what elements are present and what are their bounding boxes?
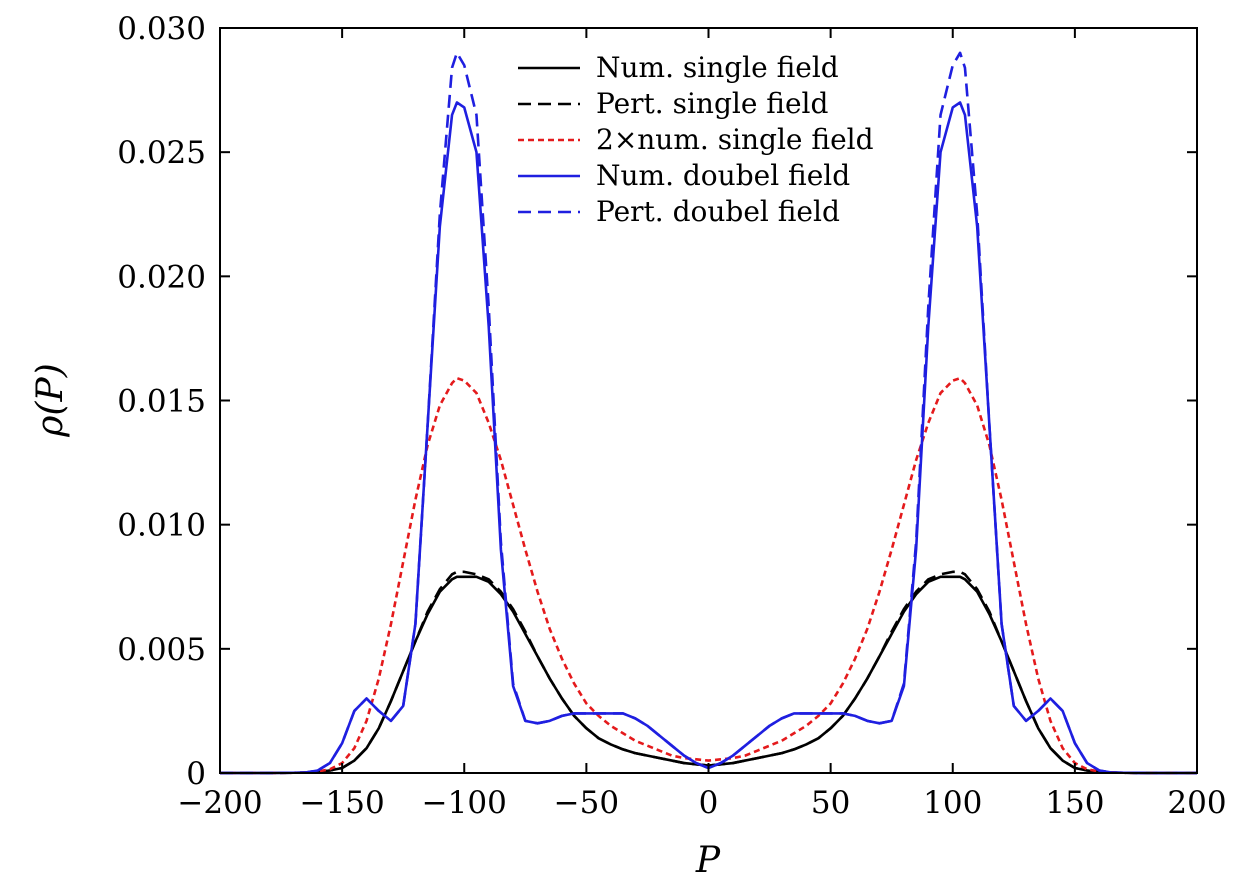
legend-label: Pert. single field bbox=[596, 87, 828, 120]
x-axis: −200 −150 −100 −50 0 50 100 150 200 bbox=[177, 28, 1227, 821]
legend-label: 2×num. single field bbox=[596, 123, 874, 156]
y-tick-label: 0.005 bbox=[117, 632, 206, 668]
y-axis-label: ρ(P) bbox=[30, 363, 71, 437]
series-line-pert-single-field bbox=[220, 570, 1197, 775]
y-tick-label: 0.030 bbox=[117, 11, 206, 47]
y-tick-label: 0 bbox=[186, 756, 206, 792]
x-axis-label: P bbox=[695, 840, 721, 881]
legend-label: Num. doubel field bbox=[596, 159, 850, 192]
y-tick-label: 0.020 bbox=[117, 259, 206, 295]
series-line-num-single-field bbox=[220, 575, 1197, 775]
y-axis: 0 0.005 0.010 0.015 0.020 0.025 0.030 bbox=[117, 11, 1197, 792]
x-tick-label: 50 bbox=[811, 785, 850, 821]
series-line-2-num-single-field bbox=[220, 376, 1197, 775]
x-tick-label: 150 bbox=[1045, 785, 1104, 821]
legend-label: Num. single field bbox=[596, 51, 839, 84]
legend-label: Pert. doubel field bbox=[596, 195, 840, 228]
x-tick-label: −150 bbox=[300, 785, 385, 821]
x-tick-label: −200 bbox=[177, 785, 262, 821]
x-tick-label: 100 bbox=[923, 785, 982, 821]
x-tick-label: 200 bbox=[1167, 785, 1226, 821]
x-tick-label: 0 bbox=[699, 785, 719, 821]
y-tick-label: 0.010 bbox=[117, 508, 206, 544]
x-tick-label: −100 bbox=[422, 785, 507, 821]
y-tick-label: 0.025 bbox=[117, 135, 206, 171]
y-tick-label: 0.015 bbox=[117, 384, 206, 420]
x-tick-label: −50 bbox=[554, 785, 619, 821]
